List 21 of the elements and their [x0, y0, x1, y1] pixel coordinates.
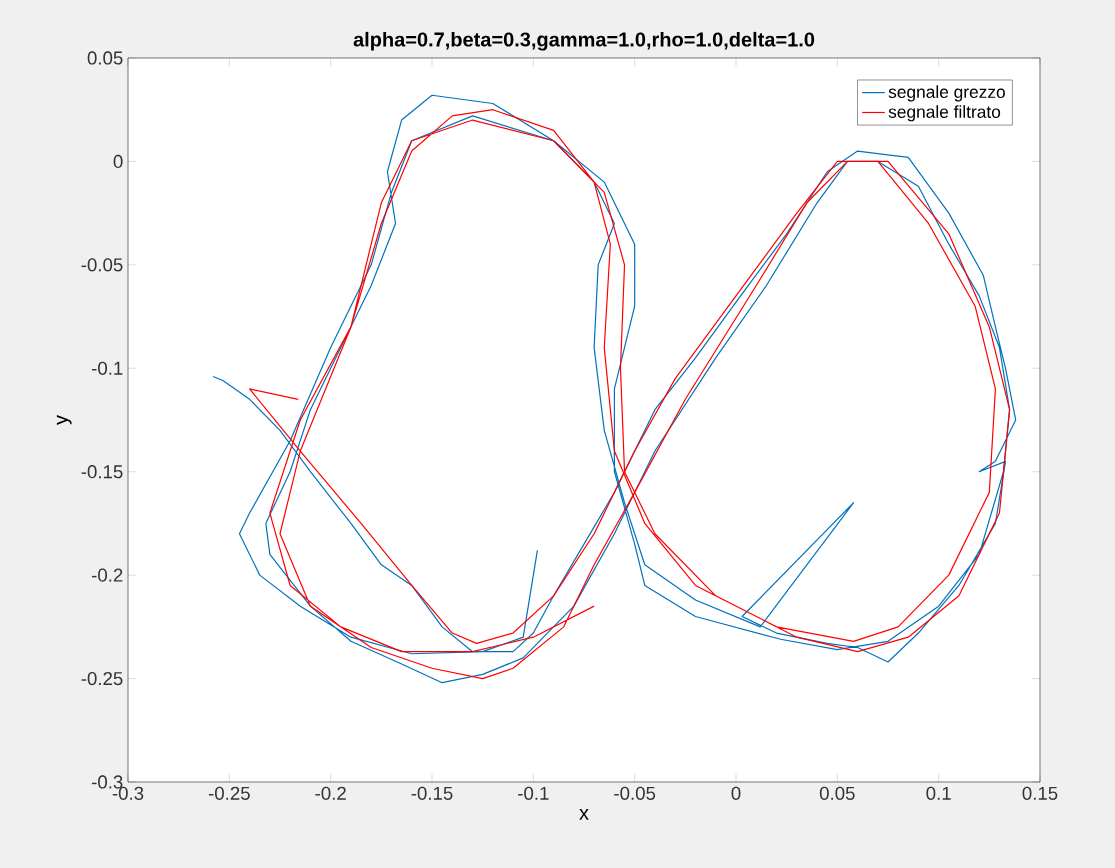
y-tick-label: 0 — [113, 154, 123, 169]
x-tick-label: 0.05 — [819, 786, 855, 800]
y-axis-title: y — [56, 415, 72, 425]
legend-label: segnale filtrato — [888, 105, 1001, 122]
x-tick-label: -0.05 — [614, 786, 656, 800]
y-tick-label: 0.05 — [87, 51, 123, 65]
y-tick-label: -0.1 — [91, 361, 123, 375]
x-tick-label: -0.2 — [315, 786, 346, 800]
x-tick-label: 0 — [731, 786, 741, 800]
y-tick-label: -0.05 — [81, 258, 123, 272]
x-tick-label: -0.25 — [208, 786, 250, 800]
legend-label: segnale grezzo — [888, 85, 1005, 102]
chart-title: alpha=0.7,beta=0.3,gamma=1.0,rho=1.0,delta=1.0 — [353, 31, 815, 51]
y-tick-label: -0.2 — [91, 568, 123, 582]
x-axis-title: x — [579, 809, 589, 820]
x-tick-label: -0.15 — [411, 786, 453, 800]
x-tick-label: 0.15 — [1022, 786, 1058, 800]
y-tick-label: -0.15 — [81, 465, 123, 479]
y-tick-label: -0.25 — [81, 671, 123, 686]
x-tick-label: -0.1 — [518, 786, 549, 800]
x-tick-label: 0.1 — [926, 786, 951, 800]
